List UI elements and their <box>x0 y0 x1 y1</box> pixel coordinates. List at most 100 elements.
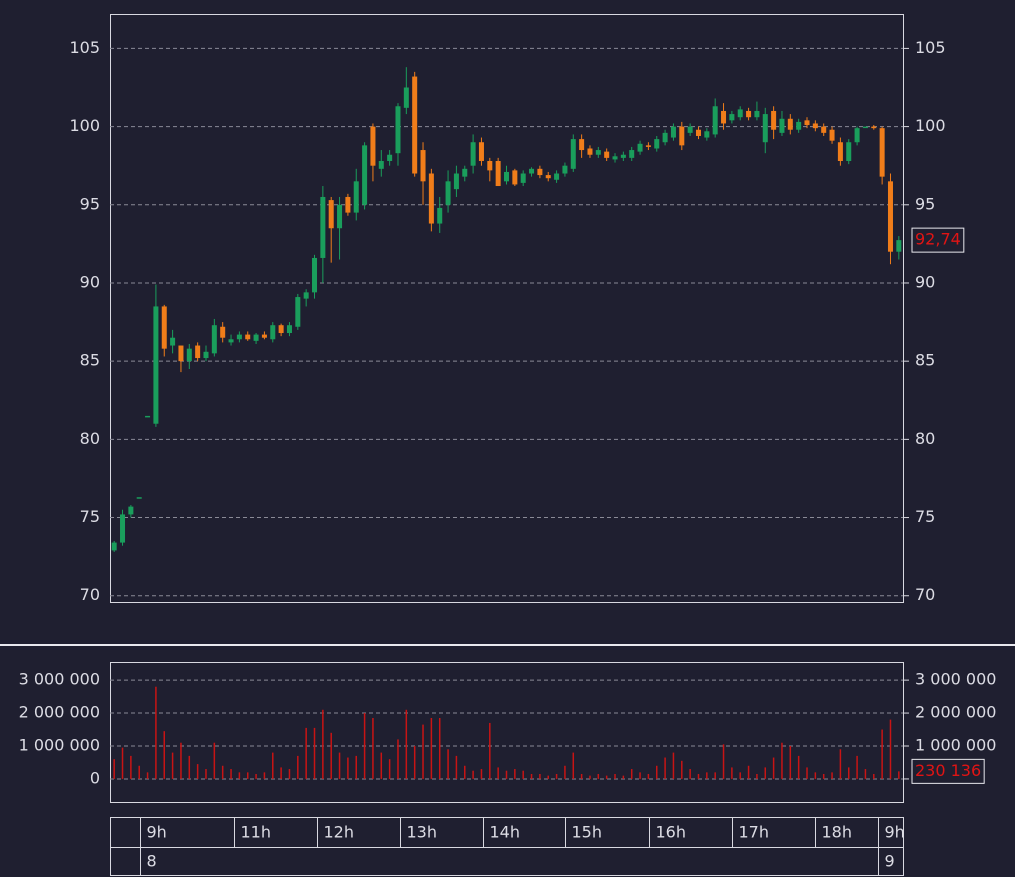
volume-bar <box>380 752 383 779</box>
candle-body <box>445 181 451 205</box>
candle-body <box>737 109 743 118</box>
candle-body <box>353 181 359 213</box>
volume-tick-label-right: 3 000 000 <box>915 670 996 689</box>
candle-body <box>345 196 351 213</box>
volume-bar <box>146 772 149 779</box>
volume-bar <box>155 686 157 779</box>
candle-body <box>161 306 167 349</box>
volume-bar <box>881 729 883 779</box>
candle-body <box>145 415 151 418</box>
candle-body <box>837 142 843 161</box>
last-volume-label-box <box>911 758 985 784</box>
candle-body <box>529 168 535 174</box>
volume-bar <box>847 767 850 779</box>
x-tick-label: 11h <box>241 823 272 842</box>
volume-bar <box>572 752 575 779</box>
volume-bar <box>706 772 708 779</box>
x-tick-label: 18h <box>822 823 853 842</box>
candle-body <box>629 150 635 158</box>
volume-bar <box>664 757 666 779</box>
volume-bar <box>772 757 775 779</box>
volume-bar <box>130 755 132 779</box>
volume-bar <box>856 755 858 779</box>
volume-bar <box>472 770 474 779</box>
y-tick-label-right: 80 <box>915 429 935 448</box>
volume-bar <box>789 746 792 779</box>
volume-bar <box>288 769 291 779</box>
y-tick-label: 80 <box>80 429 100 448</box>
candle-body <box>295 297 301 327</box>
x-tick-label: 12h <box>324 823 355 842</box>
volume-bar <box>514 769 516 779</box>
volume-bar <box>797 755 800 779</box>
volume-bar <box>672 752 675 779</box>
volume-bar <box>806 767 808 779</box>
candle-body <box>587 148 593 155</box>
volume-bar <box>313 727 316 779</box>
volume-bar <box>422 724 424 779</box>
volume-bar <box>864 769 867 779</box>
volume-bar <box>221 765 224 779</box>
candle-body <box>654 139 660 149</box>
x-tick-label: 15h <box>572 823 603 842</box>
volume-bar <box>280 767 282 779</box>
volume-tick-label: 2 000 000 <box>19 703 100 722</box>
candle-body <box>453 173 459 190</box>
day-tick-label: 9 <box>885 852 895 871</box>
volume-bar <box>205 769 207 779</box>
volume-bar <box>689 769 691 779</box>
volume-bar <box>597 774 600 779</box>
volume-bar <box>722 744 725 779</box>
volume-bar <box>297 755 299 779</box>
volume-bar <box>238 772 241 779</box>
candle-body <box>286 325 292 334</box>
volume-bar <box>605 775 608 779</box>
candle-body <box>211 325 217 354</box>
volume-bar <box>731 767 733 779</box>
candle-body <box>871 126 877 129</box>
x-tick-label: 14h <box>490 823 521 842</box>
candle-body <box>721 110 727 124</box>
volume-bar <box>564 765 566 779</box>
time-axis-frame <box>110 817 904 876</box>
y-tick-label: 75 <box>80 507 100 526</box>
candle-body <box>712 106 718 135</box>
last-price-label: 92,74 <box>915 230 961 249</box>
candle-body <box>754 110 760 118</box>
candle-body <box>370 126 376 166</box>
candle-body <box>220 326 226 338</box>
volume-bar <box>898 771 900 779</box>
candle-body <box>579 139 585 151</box>
candle-body <box>203 351 209 359</box>
volume-bar <box>747 765 750 779</box>
candle-body <box>403 87 409 108</box>
y-tick-label-right: 105 <box>915 38 946 57</box>
y-tick-label-right: 75 <box>915 507 935 526</box>
candle-body <box>787 118 793 130</box>
volume-bar <box>113 759 115 779</box>
volume-bar <box>622 775 625 779</box>
volume-bar <box>739 772 741 779</box>
candle-body <box>337 204 343 229</box>
volume-bar <box>697 774 700 779</box>
candle-body <box>120 514 126 543</box>
volume-bar <box>171 752 174 779</box>
y-tick-label-right: 100 <box>915 116 946 135</box>
candle-body <box>487 161 493 171</box>
candle-body <box>328 200 334 229</box>
candle-body <box>520 173 526 183</box>
volume-bar <box>438 718 441 779</box>
x-tick-label: 17h <box>739 823 770 842</box>
candle-body <box>595 150 601 155</box>
candle-body <box>537 168 543 176</box>
volume-bar <box>630 769 633 779</box>
volume-bar <box>447 749 449 779</box>
candle-body <box>153 306 159 424</box>
volume-bar <box>522 770 524 779</box>
candle-body <box>896 240 902 252</box>
candle-body <box>412 76 418 174</box>
volume-bar <box>372 718 374 779</box>
volume-bar <box>756 774 758 779</box>
